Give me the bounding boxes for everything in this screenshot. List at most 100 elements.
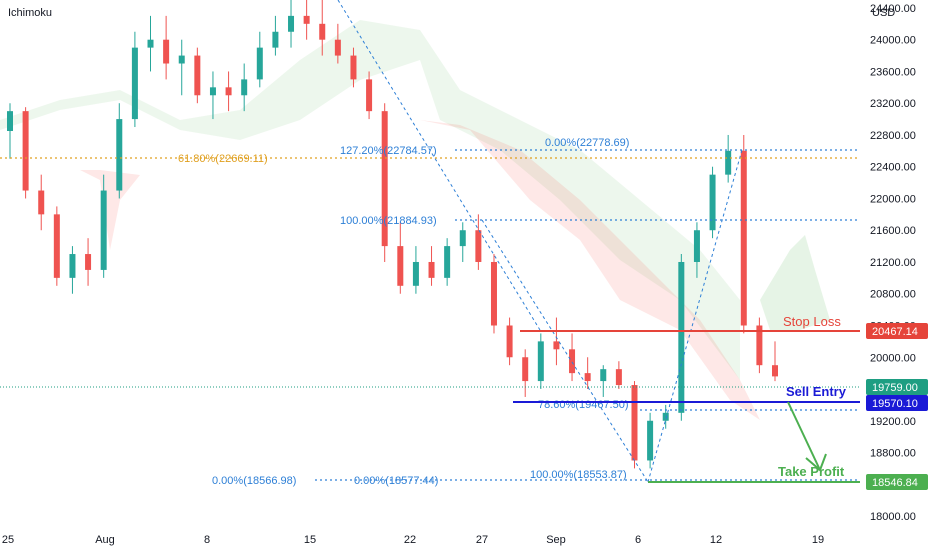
candle xyxy=(381,103,388,262)
candle-body xyxy=(209,87,216,96)
candle-body xyxy=(537,341,544,382)
indicator-label[interactable]: Ichimoku xyxy=(8,7,52,19)
y-tick-label: 23600.00 xyxy=(870,66,916,78)
y-tick-label: 20000.00 xyxy=(870,352,916,364)
x-tick-label: 25 xyxy=(2,534,14,546)
candles xyxy=(7,0,778,469)
candle-body xyxy=(647,420,654,461)
candle-body xyxy=(444,246,451,278)
y-tick-label: 22000.00 xyxy=(870,193,916,205)
candle xyxy=(475,214,482,270)
candle xyxy=(100,174,107,278)
sell-entry-badge-value: 19570.10 xyxy=(872,398,918,410)
fib-label-100b: 100.00%(18553.87) xyxy=(530,469,627,481)
trade-levels: Stop Loss Sell Entry Take Profit xyxy=(0,314,860,483)
candle xyxy=(772,341,778,382)
y-tick-label: 21200.00 xyxy=(870,257,916,269)
candle-body xyxy=(756,325,763,366)
candle-body xyxy=(412,261,419,286)
candle xyxy=(584,357,591,390)
candle-body xyxy=(194,55,201,96)
candle-body xyxy=(740,150,747,326)
candle-body xyxy=(600,369,607,382)
sell-entry-badge xyxy=(866,395,928,411)
candle xyxy=(412,246,419,294)
stop-loss-badge xyxy=(866,323,928,339)
candle xyxy=(569,333,576,382)
candle xyxy=(69,246,76,294)
candle-body xyxy=(678,261,685,413)
candle xyxy=(319,0,326,56)
candle xyxy=(288,0,295,48)
candle xyxy=(116,103,123,199)
fib-label-0b: 0.00%(18577.44) xyxy=(354,475,438,487)
candle xyxy=(522,349,529,397)
candle xyxy=(272,15,279,56)
candle xyxy=(241,63,248,112)
fib-label-top: 0.00%(22778.69) xyxy=(545,137,629,149)
fib-label-100a: 100.00%(21884.93) xyxy=(340,215,437,227)
stop-loss-label: Stop Loss xyxy=(783,314,841,329)
candle xyxy=(756,317,763,374)
candle-body xyxy=(22,111,29,191)
candle-body xyxy=(38,190,45,215)
x-tick-label: 15 xyxy=(304,534,316,546)
candle xyxy=(615,361,622,390)
fib-label-786: 78.60%(19467.50) xyxy=(538,399,629,411)
candle-body xyxy=(693,230,700,262)
x-tick-label: 19 xyxy=(812,534,824,546)
cloud-area xyxy=(80,170,140,250)
price-axis[interactable]: 24400.00 24000.00 23600.00 23200.00 22800.00… xyxy=(870,3,916,523)
candle xyxy=(131,31,138,128)
candle xyxy=(553,317,560,366)
candle xyxy=(22,107,29,199)
candle xyxy=(600,365,607,397)
ichimoku-cloud xyxy=(0,20,830,420)
candle xyxy=(256,31,263,88)
sell-entry-label: Sell Entry xyxy=(786,384,847,399)
stop-loss-badge-value: 20467.14 xyxy=(872,326,918,338)
candle-body xyxy=(241,79,248,96)
take-profit-label: Take Profit xyxy=(778,464,845,479)
candle-body xyxy=(100,190,107,270)
x-tick-label: 12 xyxy=(710,534,722,546)
candle xyxy=(662,404,669,429)
candle-body xyxy=(459,230,466,247)
candle-body xyxy=(709,174,716,231)
cloud-area xyxy=(0,20,740,380)
candle-body xyxy=(147,39,154,48)
candle xyxy=(725,134,732,183)
candle-body xyxy=(366,79,373,112)
currency-label: USD xyxy=(872,7,895,19)
candle xyxy=(209,71,216,120)
y-tick-label: 23200.00 xyxy=(870,98,916,110)
candle xyxy=(147,15,154,72)
candle xyxy=(38,174,45,231)
candle-body xyxy=(615,369,622,386)
candle xyxy=(709,166,716,239)
candle-body xyxy=(225,87,232,96)
fibonacci-drawings: 0.00%(22778.69) 127.20%(22784.57) 61.80%… xyxy=(0,0,860,487)
x-tick-label: Aug xyxy=(95,534,115,546)
y-tick-label: 18000.00 xyxy=(870,511,916,523)
candle xyxy=(444,238,451,286)
time-axis[interactable]: 25 Aug 8 15 22 27 Sep 6 12 19 xyxy=(2,534,824,546)
candle-body xyxy=(662,412,669,421)
fib-label-618: 61.80%(22669.11) xyxy=(178,153,268,165)
candle-body xyxy=(381,111,388,247)
candle xyxy=(459,222,466,262)
arrowhead-icon xyxy=(805,453,827,472)
candle xyxy=(537,333,544,390)
candle xyxy=(225,71,232,112)
candle xyxy=(85,238,92,286)
y-tick-label: 24400.00 xyxy=(870,3,916,15)
candle xyxy=(350,47,357,88)
candle xyxy=(490,254,497,334)
candle-body xyxy=(163,39,170,64)
candle-body xyxy=(725,150,732,175)
candle-body xyxy=(303,15,310,24)
candle xyxy=(178,39,185,96)
candle xyxy=(303,0,310,40)
